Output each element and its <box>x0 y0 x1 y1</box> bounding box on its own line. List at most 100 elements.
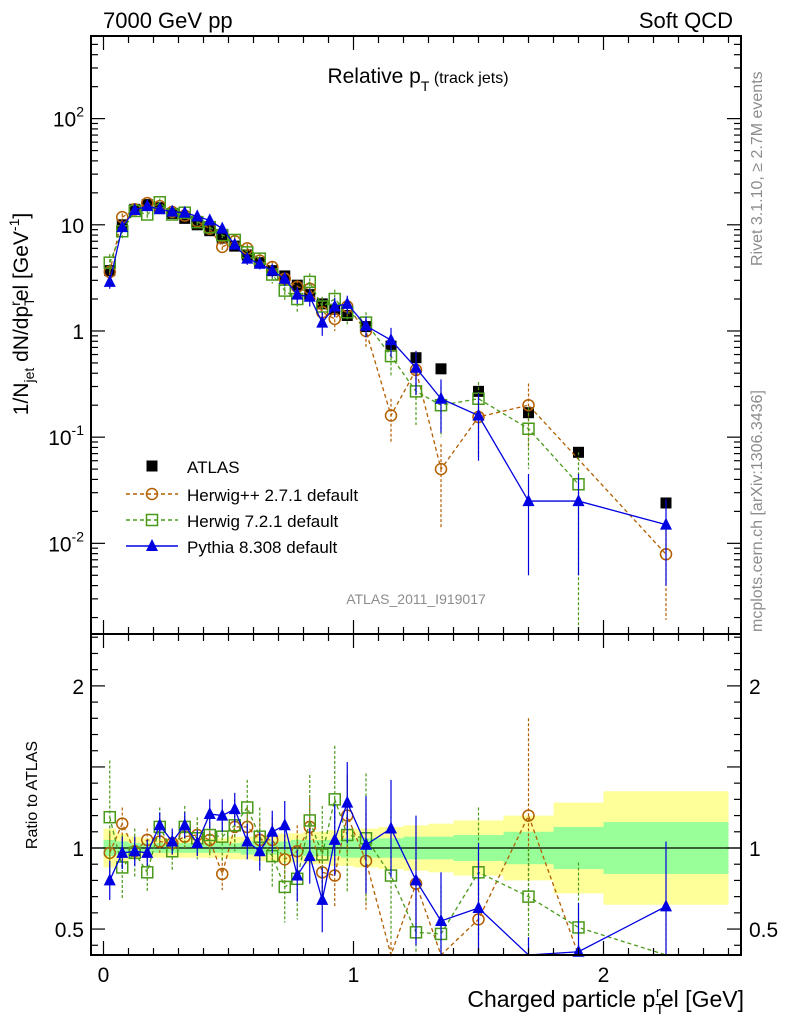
ratio-marker-pythia <box>216 808 229 821</box>
plot-title-sub: T <box>421 78 430 94</box>
marker-atlas <box>435 363 447 375</box>
marker-pythia <box>572 494 585 507</box>
legend: ATLAS Herwig++ 2.7.1 default Herwig 7.2.1 … <box>126 458 358 557</box>
y-tick-label-top: 102 <box>53 104 84 132</box>
ratio-marker-herwig7 <box>103 810 116 824</box>
y-axis-label-top: 1/Njet dN/dpTrel [GeV-1] <box>6 213 37 415</box>
ratio-marker-pythia <box>328 832 341 845</box>
ratio-marker-herwig7 <box>522 890 535 903</box>
ratio-marker-pythia <box>153 818 166 831</box>
ratio-marker-pythia <box>385 821 397 834</box>
y-tick-label-bottom: 0.5 <box>55 919 84 942</box>
marker-pythia <box>116 220 129 233</box>
ratio-line-pythia <box>109 800 667 956</box>
marker-pythia <box>153 202 166 215</box>
marker-pythia <box>291 287 304 300</box>
plot-title-extra: (track jets) <box>429 70 508 87</box>
plot-title-main: Relative p <box>327 65 420 88</box>
marker-atlas <box>291 279 303 291</box>
marker-pythia <box>385 333 397 346</box>
marker-pythia <box>360 318 372 331</box>
side-text-top: Rivet 3.1.10, ≥ 2.7M events <box>749 71 766 266</box>
marker-pythia <box>522 494 535 507</box>
ratio-marker-pythia <box>435 913 447 926</box>
y-axis-label-bottom: Ratio to ATLAS <box>24 741 41 849</box>
ratio-marker-pythia <box>241 834 254 847</box>
y-tick-label-bottom-right: 2 <box>749 676 761 699</box>
ratio-marker-herwig7 <box>203 828 216 842</box>
ratio-marker-pythia <box>203 806 216 819</box>
marker-pythia <box>228 237 241 250</box>
ratio-line-herwig7 <box>109 797 667 956</box>
ratio-marker-herwigpp <box>522 809 535 822</box>
legend-label-herwigpp: Herwig++ 2.7.1 default <box>187 486 358 505</box>
ratio-marker-pythia <box>472 900 485 913</box>
marker-pythia <box>216 221 229 234</box>
side-text-bottom: mcplots.cern.ch [arXiv:1306.3436] <box>749 390 766 632</box>
series-pythia <box>103 199 672 586</box>
y-tick-label-bottom: 1 <box>72 838 84 861</box>
header-right: Soft QCD <box>639 8 733 33</box>
legend-marker-herwig7 <box>145 513 159 527</box>
marker-herwigpp <box>216 240 229 254</box>
ratio-marker-herwigpp <box>116 817 129 830</box>
marker-pythia <box>328 299 341 312</box>
marker-pythia <box>341 296 354 309</box>
marker-pythia <box>266 263 279 276</box>
ratio-marker-pythia <box>141 845 154 858</box>
series-line-herwig7 <box>109 201 579 485</box>
marker-herwig7 <box>316 300 329 313</box>
ratio-marker-herwig7 <box>241 801 254 814</box>
marker-pythia <box>278 271 291 284</box>
ratio-marker-pythia <box>103 873 116 886</box>
ratio-plot-frame <box>90 633 742 956</box>
y-tick-label-top: 10-2 <box>48 528 84 556</box>
marker-pythia <box>241 251 254 264</box>
marker-pythia <box>472 408 485 421</box>
ratio-marker-pythia <box>191 836 204 849</box>
y-tick-label-top: 10-1 <box>48 422 84 450</box>
y-tick-label-bottom-right: 1 <box>749 838 761 861</box>
ratio-marker-pythia <box>128 844 141 857</box>
analysis-watermark: ATLAS_2011_I919017 <box>346 591 486 607</box>
ratio-marker-pythia <box>253 844 266 857</box>
marker-pythia <box>103 274 116 287</box>
marker-atlas <box>473 385 484 397</box>
y-tick-label-bottom-right: 0.5 <box>749 919 778 942</box>
ratio-marker-pythia <box>116 845 129 858</box>
legend-marker-atlas <box>146 460 158 472</box>
series-herwig7 <box>103 196 585 634</box>
ratio-marker-pythia <box>166 834 179 847</box>
x-tick-label: 0 <box>98 964 110 987</box>
y-tick-label-top: 10 <box>61 215 84 238</box>
marker-pythia <box>253 256 266 269</box>
marker-pythia <box>166 204 179 217</box>
marker-herwig7 <box>103 256 116 269</box>
marker-pythia <box>316 315 329 328</box>
series-line-pythia <box>109 205 667 526</box>
marker-pythia <box>178 205 191 218</box>
plot-title: Relative pT (track jets) <box>327 65 508 94</box>
ratio-marker-pythia <box>278 818 291 831</box>
ratio-series-pythia <box>103 762 672 957</box>
legend-marker-pythia <box>146 539 158 551</box>
ratio-marker-pythia <box>360 837 372 850</box>
ratio-marker-pythia <box>303 849 316 862</box>
x-tick-label: 1 <box>348 964 360 987</box>
ratio-marker-pythia <box>291 868 304 881</box>
marker-herwigpp <box>522 398 535 412</box>
marker-herwigpp <box>384 409 398 422</box>
ratio-marker-herwig7 <box>278 880 291 894</box>
legend-label-herwig7: Herwig 7.2.1 default <box>187 512 338 531</box>
legend-marker-herwigpp <box>145 487 159 501</box>
ratio-marker-pythia <box>316 892 329 905</box>
marker-pythia <box>435 391 447 404</box>
marker-herwigpp <box>434 462 448 476</box>
legend-label-atlas: ATLAS <box>187 458 240 477</box>
header-left: 7000 GeV pp <box>103 8 233 33</box>
marker-pythia <box>128 202 141 215</box>
marker-herwig7 <box>303 275 316 289</box>
ratio-marker-pythia <box>228 802 241 815</box>
